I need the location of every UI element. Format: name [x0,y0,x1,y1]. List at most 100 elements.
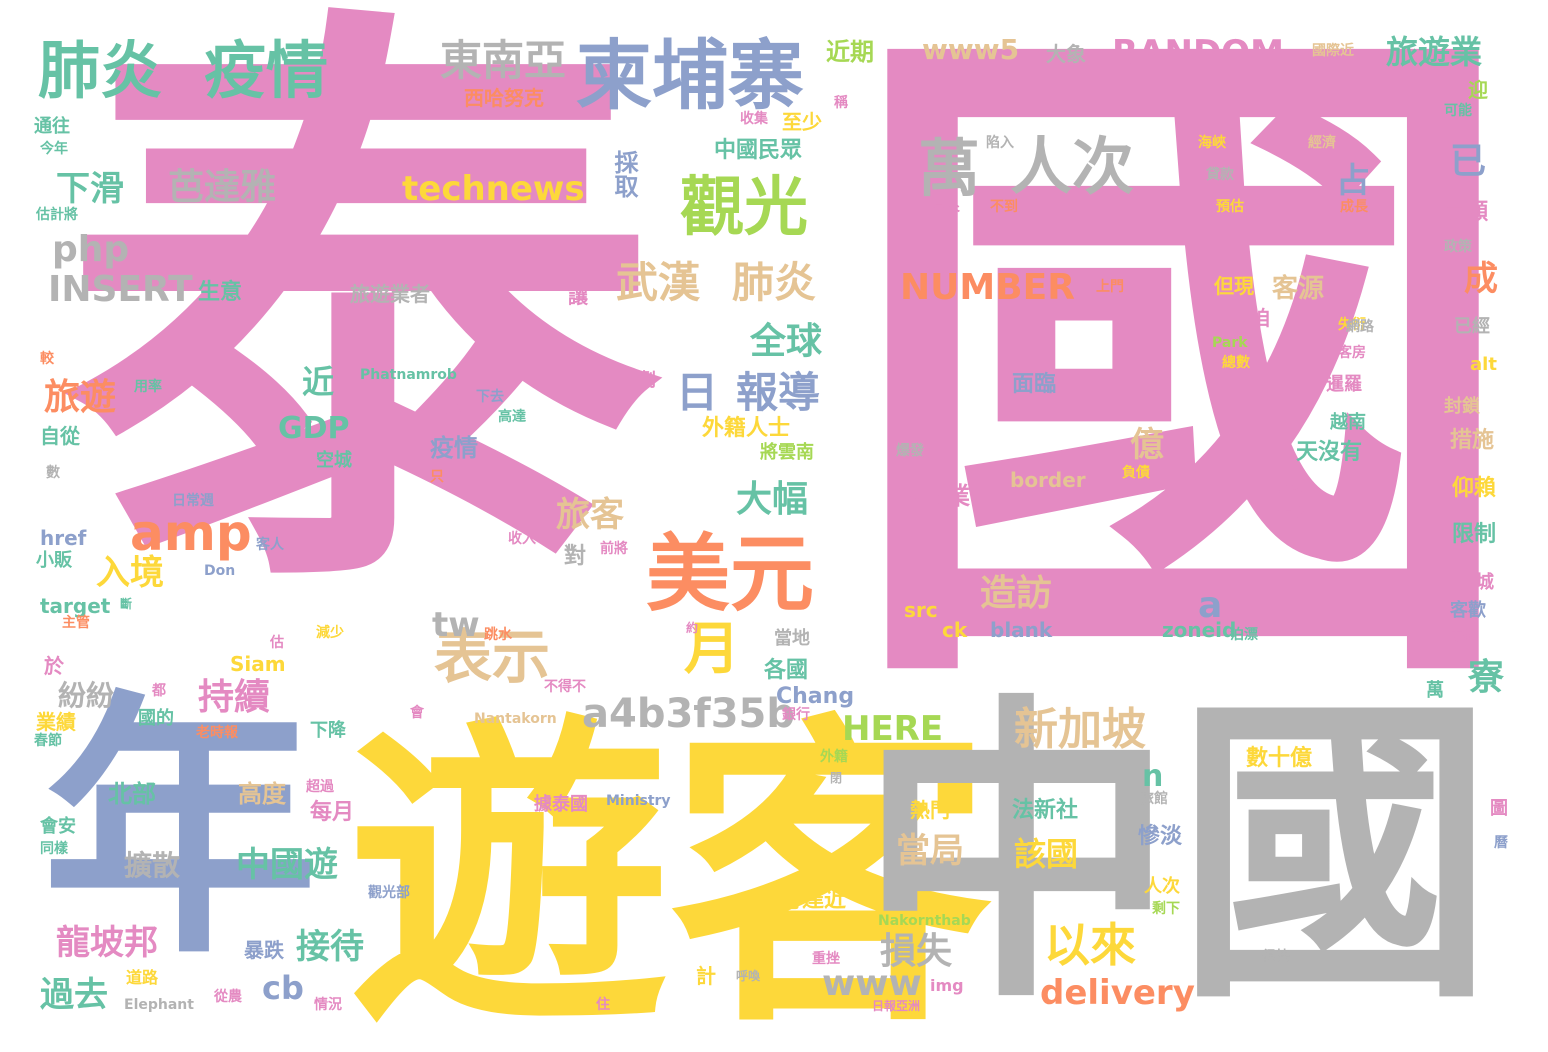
word: 暹羅 [1326,374,1362,395]
word: 較 [40,351,54,367]
word: 客房 [1338,345,1366,361]
word: n [1142,759,1164,794]
word: 泰銖 [1450,629,1478,645]
word: 新加坡 [1014,704,1146,755]
word: php [52,229,130,270]
word: 同樣 [40,841,68,857]
word: 成 [1464,259,1498,299]
word: 老時報 [196,725,238,741]
word: 外國 [1276,481,1304,497]
word: Chang [776,684,855,709]
word: 旅客 [556,495,624,535]
word: 已經 [1454,316,1490,337]
word: 約 [686,621,699,635]
word: 通往 [34,116,70,137]
word: 銀行 [782,707,810,723]
word: a4b3f35b [582,691,795,737]
word: 觀光 [680,171,808,245]
word: 高達 [498,409,526,425]
word: 寮 [1468,657,1505,698]
word: 預估 [1216,199,1244,215]
word-taiguo-tai: 泰 [62,0,660,661]
word: ck [942,618,968,642]
word: delivery [1040,973,1195,1013]
word: www [822,963,922,1004]
word: 每月 [310,800,355,825]
word: 呼喚 [736,969,761,983]
word: 上門 [1096,279,1124,295]
word: 外籍 [820,749,848,765]
word: cb [262,969,304,1007]
word: 會安 [40,816,76,837]
word: 以來 [1044,918,1136,972]
word: GDP [278,411,350,446]
word: Park [1212,335,1248,351]
word-youke: 遊客 [348,690,992,1052]
word: Nakornthab [878,913,971,929]
word: 貸款 [1206,167,1234,183]
word: 不得不 [544,679,586,695]
word: 旅館 [1140,791,1168,807]
word: 仰賴 [1452,476,1497,501]
word: 道路 [126,968,159,987]
word: 估計將 [36,207,78,223]
word: 總數 [1222,355,1250,371]
word: 全球 [750,321,823,362]
word: RANDOM [1112,33,1284,73]
word: 稱 [834,95,848,111]
word: 天沒有 [1296,440,1363,465]
word: 減少 [316,625,344,641]
word: 該國 [1014,835,1079,873]
word: 重挫 [812,951,840,967]
word: 表示 [434,623,551,691]
word: 可達近 [780,888,847,913]
word: 意願 [1444,200,1489,225]
word: 已 [1450,141,1487,182]
word: 客歡 [1450,600,1486,621]
word: 大象 [1046,42,1086,66]
word: 當局 [896,831,964,871]
word: amp [130,504,252,562]
word: 占 [1336,161,1370,201]
word: 斷 [120,597,133,611]
word: 海峽 [1198,135,1226,151]
word: 肺炎 [732,258,817,307]
word: 估 [270,635,284,651]
word: 網路 [1346,319,1374,335]
word: 主管 [62,615,90,631]
word: technews [402,169,585,209]
word: 超過 [306,779,334,795]
word: 國際近 [1312,43,1354,59]
word: 胞城 [1458,572,1494,593]
word: 泊漂 [1230,627,1258,643]
word: 用率 [134,379,162,395]
word: 對 [564,544,587,569]
word: 陷入 [986,135,1014,151]
word: NUMBER [900,267,1075,308]
word: www5 [922,33,1020,66]
word: 生意 [198,280,243,305]
word: 曆 [1494,835,1508,851]
word: 剩下 [1152,901,1180,917]
word: 急劇 [620,370,656,391]
word: 只 [430,469,444,485]
word: tw [432,605,480,645]
word: 業績 [36,710,76,734]
word: 失衍 [1338,317,1366,333]
word-nian: 年 [42,670,318,991]
word: 擴散 [124,849,181,882]
word: 小販 [36,550,72,571]
word: 假期 [1278,505,1306,521]
word: 觀光業 [898,482,970,510]
word: Ministry [606,793,671,809]
word: 不到 [990,199,1018,215]
word: 客人 [256,537,284,553]
word: 月 [684,617,740,682]
word: 過去 [40,975,108,1015]
word: border [1010,468,1086,492]
word: img [930,976,964,995]
word: 熱門 [910,798,950,822]
word-taiguo-guo: 國 [842,0,1524,762]
word: 將雲南 [760,442,814,463]
word: Nantakorn [474,711,557,727]
